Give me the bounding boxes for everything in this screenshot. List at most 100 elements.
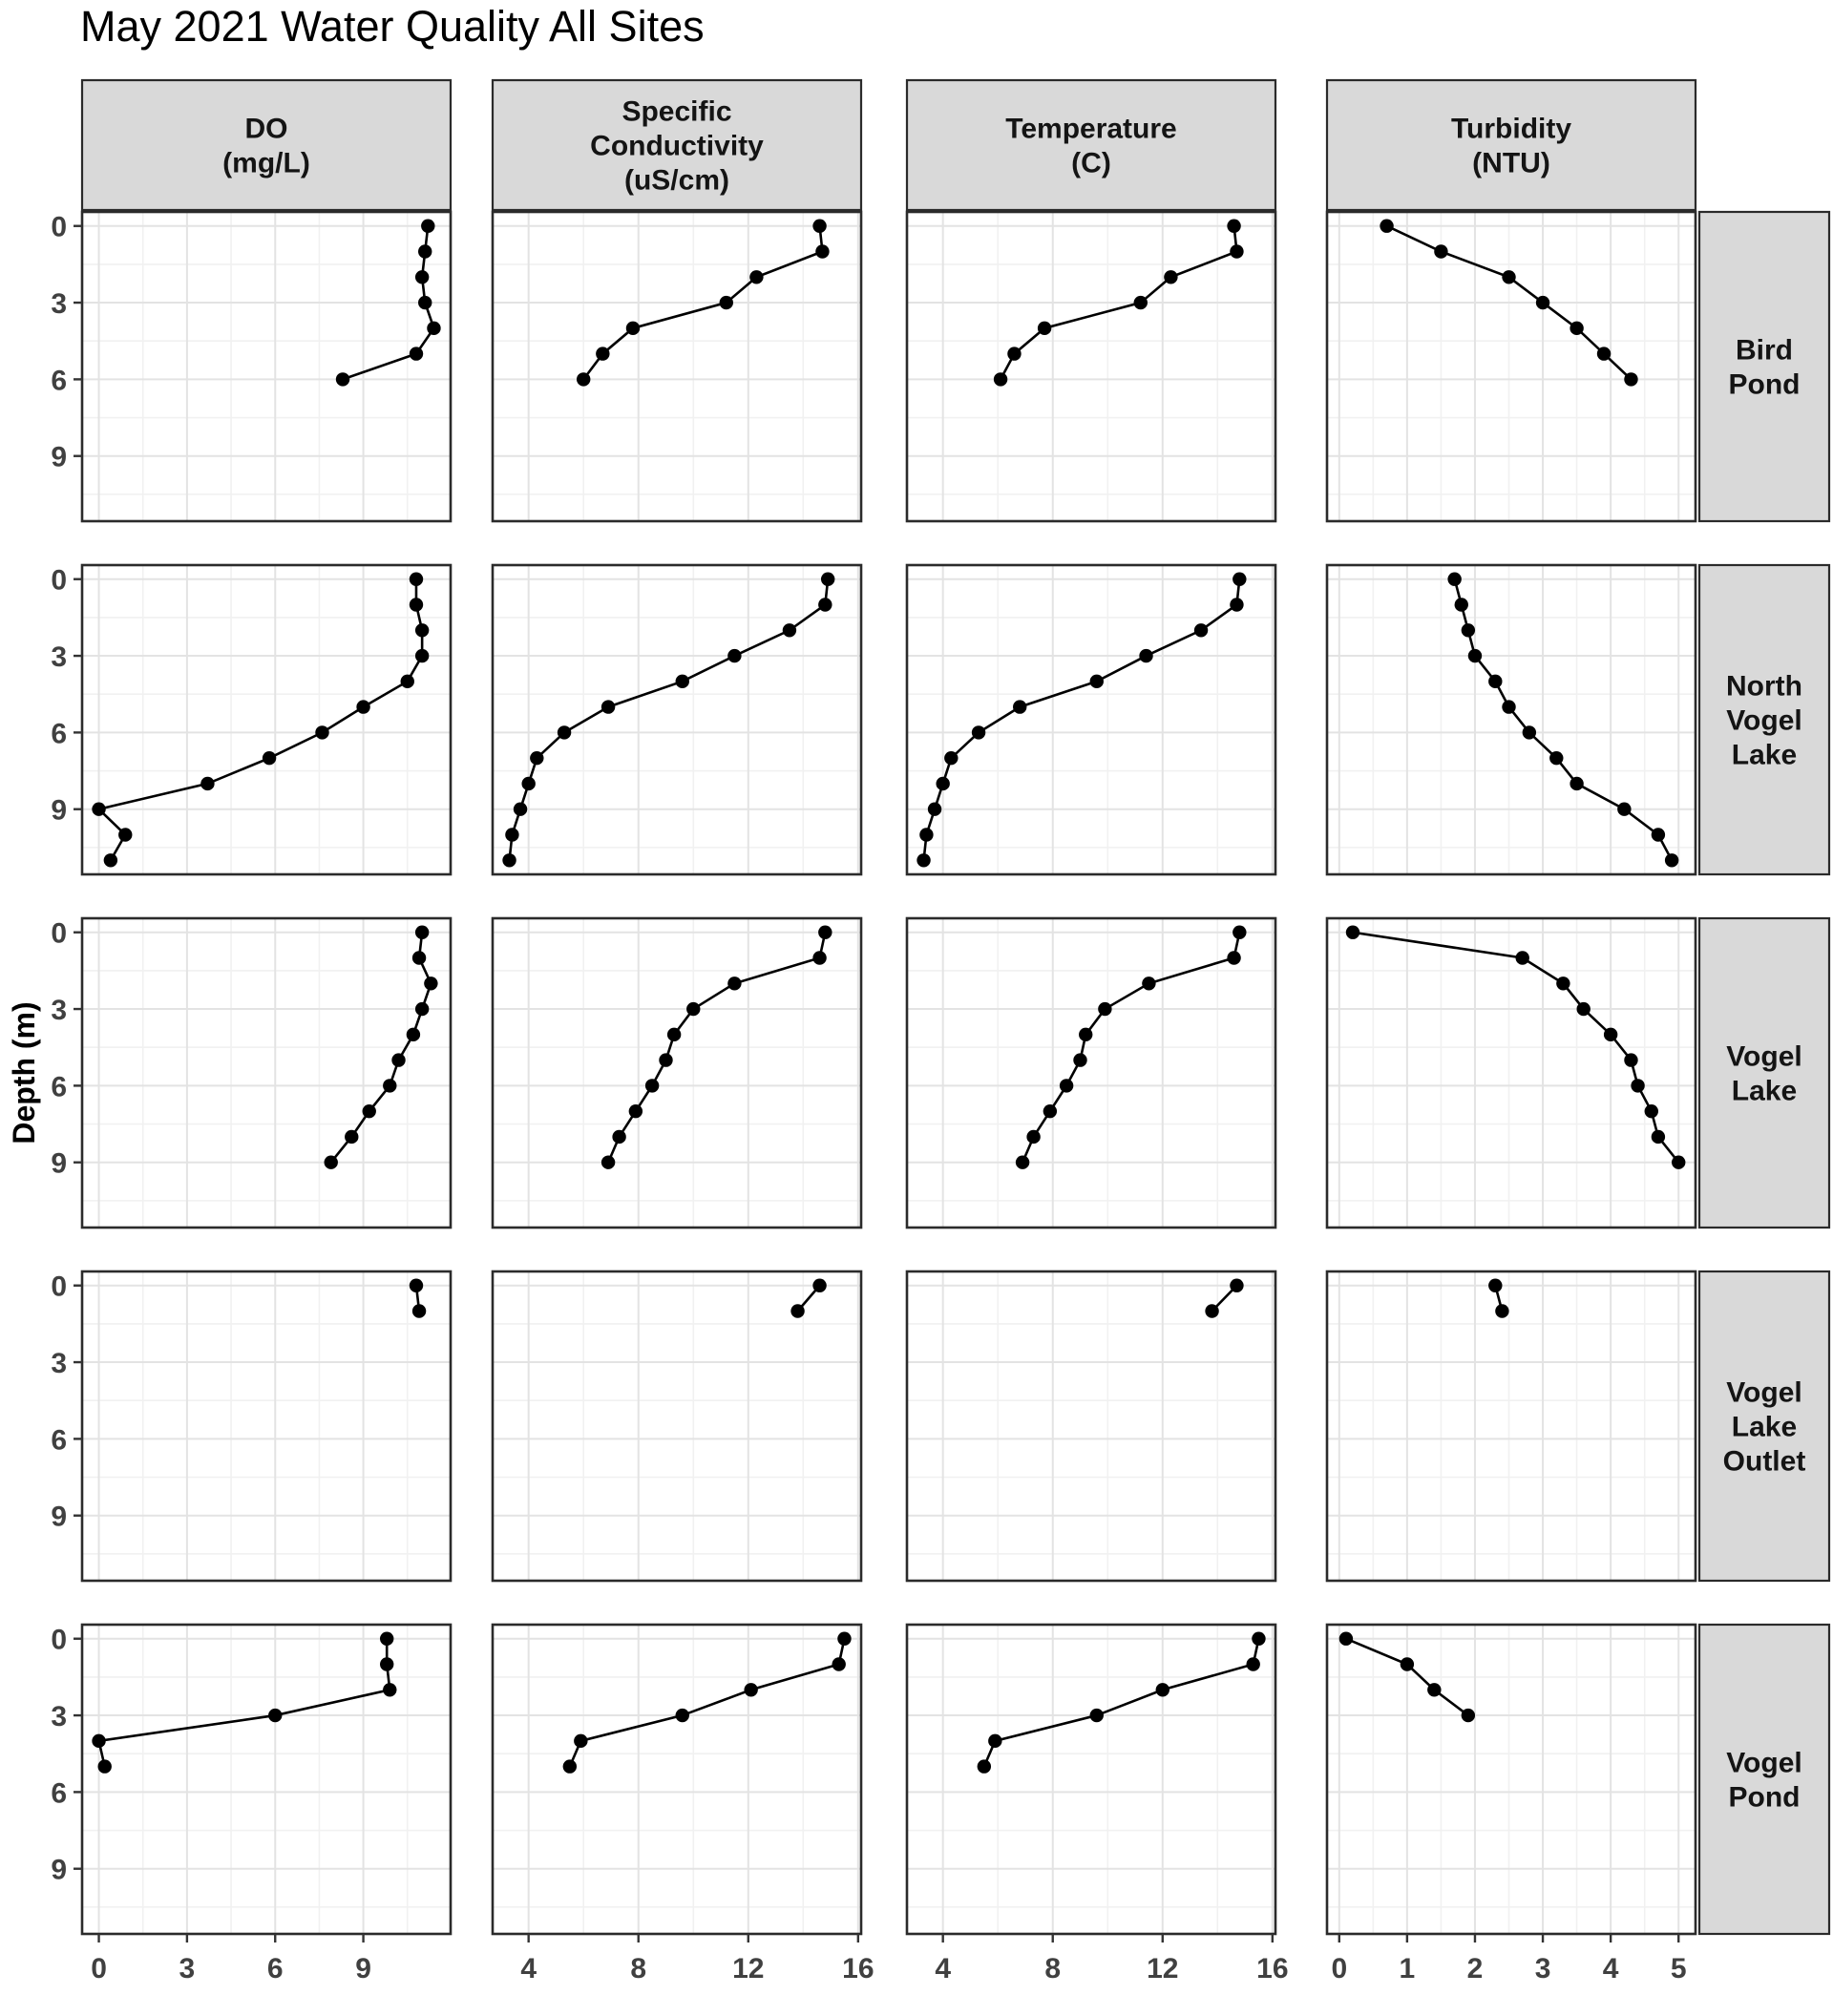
panel-background [82, 212, 451, 521]
data-point [1230, 244, 1244, 259]
x-tick-label: 4 [520, 1953, 537, 1984]
panel-background [1327, 212, 1696, 521]
panel-vogel-lake-temp [905, 916, 1277, 1229]
data-point [414, 1001, 430, 1017]
column-strip-do: DO(mg/L) [80, 78, 453, 212]
data-point [1133, 295, 1148, 310]
row-strip-label: Vogel [1726, 1377, 1801, 1409]
data-point [1059, 1079, 1074, 1093]
data-point [1502, 270, 1516, 284]
data-point [1400, 1657, 1415, 1671]
data-point [675, 674, 689, 689]
y-tick-label: 9 [51, 1148, 67, 1180]
data-point [1603, 1027, 1618, 1042]
column-strip-temp: Temperature(C) [905, 78, 1277, 212]
data-point [513, 802, 528, 816]
data-point [820, 572, 835, 586]
data-point [1233, 925, 1247, 939]
column-strip-box [1325, 78, 1697, 212]
data-point [409, 572, 424, 586]
panel-vogel-pond-temp [905, 1623, 1277, 1936]
data-point [971, 725, 986, 740]
data-point [832, 1657, 846, 1671]
panel-border [905, 1623, 1277, 1936]
data-point [414, 623, 430, 638]
data-point [1139, 648, 1153, 663]
x-tick-label: 2 [1467, 1953, 1484, 1984]
data-point [1246, 1657, 1260, 1671]
data-point [744, 1683, 758, 1697]
data-point [1495, 1304, 1509, 1318]
data-point [944, 750, 959, 766]
row-strip-label: Vogel [1726, 1748, 1801, 1779]
row-strip-label: Bird [1736, 335, 1793, 367]
data-point [1467, 648, 1483, 663]
panel-border [1325, 210, 1697, 523]
profile-line [1345, 1637, 1469, 1717]
data-point [936, 776, 950, 791]
data-point [666, 1027, 682, 1042]
data-point [406, 1027, 421, 1042]
data-point [1089, 674, 1104, 689]
panel-border [80, 916, 453, 1229]
data-point [600, 700, 616, 714]
data-point [1098, 1001, 1112, 1017]
y-tick-label: 0 [51, 1625, 67, 1656]
panel-border [80, 563, 453, 876]
data-point [1624, 1053, 1638, 1067]
data-point [414, 270, 430, 284]
panel-border [80, 1270, 453, 1583]
column-strip-box [905, 78, 1277, 212]
data-point [1570, 321, 1584, 336]
row-strip-label: North [1726, 671, 1802, 703]
data-point [380, 1631, 394, 1646]
panel-background [493, 212, 861, 521]
data-point [380, 1657, 394, 1671]
y-tick-label: 0 [51, 1271, 67, 1303]
data-point [1155, 1683, 1169, 1697]
data-point [1576, 1001, 1591, 1017]
data-point [1142, 976, 1156, 991]
data-point [1631, 1079, 1645, 1093]
y-tick-label: 6 [51, 1071, 67, 1102]
data-point [1037, 321, 1052, 336]
row-strip-label: Lake [1732, 740, 1797, 771]
data-point [1427, 1683, 1442, 1697]
data-point [596, 346, 610, 361]
data-point [200, 776, 215, 791]
panel-vogel-pond-do [80, 1623, 453, 1936]
data-point [686, 1001, 701, 1017]
chart-title: May 2021 Water Quality All Sites [80, 2, 705, 51]
data-point [268, 1708, 283, 1723]
data-point [409, 346, 424, 361]
data-point [562, 1759, 578, 1774]
data-point [1079, 1027, 1093, 1042]
data-point [1233, 572, 1247, 586]
x-tick-label: 0 [91, 1953, 107, 1984]
panel-vogel-lake-turb [1325, 916, 1697, 1229]
panel-vogel-pond-spc [491, 1623, 863, 1936]
x-tick-label: 8 [1044, 1953, 1061, 1984]
data-point [557, 725, 572, 740]
data-point [502, 853, 516, 868]
panel-background [907, 918, 1275, 1228]
data-point [919, 828, 934, 842]
data-point [659, 1053, 673, 1067]
data-point [424, 976, 438, 991]
row-strip-box [1697, 210, 1831, 523]
panel-border [80, 1623, 453, 1936]
x-tick-label: 4 [935, 1953, 951, 1984]
row-strip-label: Vogel [1726, 705, 1801, 737]
y-tick-label: 3 [51, 1701, 67, 1732]
data-point [505, 828, 519, 842]
data-point [324, 1155, 338, 1169]
column-strip-box [80, 78, 453, 212]
data-point [418, 295, 432, 310]
y-tick-label: 6 [51, 718, 67, 749]
y-tick-label: 9 [51, 1502, 67, 1533]
data-point [1461, 1708, 1476, 1723]
panel-background [1327, 918, 1696, 1228]
